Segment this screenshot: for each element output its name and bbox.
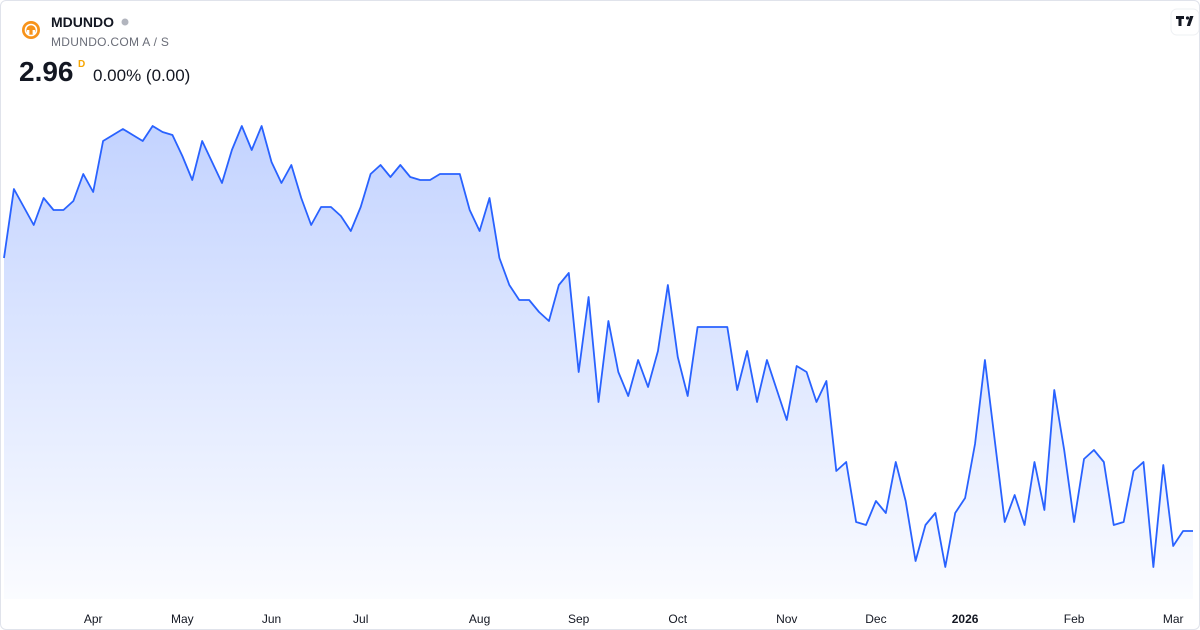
x-tick-label: Mar — [1163, 612, 1184, 626]
x-tick-label: Jul — [353, 612, 368, 626]
interval-badge: D — [78, 59, 85, 70]
symbol-title: MDUNDO — [51, 14, 114, 30]
x-tick-label: Nov — [776, 612, 797, 626]
x-tick-label: Feb — [1064, 612, 1085, 626]
symbol-subtitle: MDUNDO.COM A / S — [51, 35, 169, 49]
price-change: 0.00% (0.00) — [93, 66, 190, 85]
plot-area: Apr May Jun Jul Aug Sep Oct Nov Dec 2026 Feb Mar — [3, 125, 1193, 626]
symbol-logo — [22, 21, 40, 39]
x-tick-label: May — [171, 612, 194, 626]
status-dot — [121, 18, 129, 26]
x-tick-label: Jun — [262, 612, 281, 626]
x-tick-label: Oct — [668, 612, 687, 626]
x-tick-label: Dec — [865, 612, 886, 626]
price-line — [3, 125, 1193, 568]
x-tick-label: Apr — [84, 612, 103, 626]
tradingview-logo — [1170, 8, 1199, 36]
x-tick-label: 2026 — [952, 612, 979, 626]
x-tick-label: Sep — [568, 612, 590, 626]
last-price: 2.96 — [19, 56, 74, 87]
x-tick-label: Aug — [469, 612, 490, 626]
price-area — [4, 126, 1193, 599]
